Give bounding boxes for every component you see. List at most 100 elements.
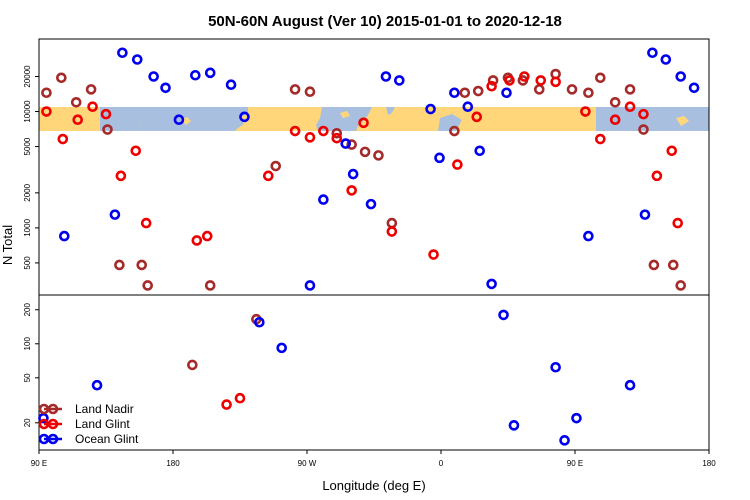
point-land-nadir-1 xyxy=(56,72,67,84)
point-land-glint-17 xyxy=(386,226,398,237)
map-ocean-pacific xyxy=(135,107,248,131)
point-land-nadir-0 xyxy=(41,87,52,99)
upper-y-tick-label-10000: 10000 xyxy=(23,100,32,123)
map-ocean-baltic xyxy=(386,107,395,115)
point-land-nadir-4 xyxy=(102,124,113,135)
legend-label: Ocean Glint xyxy=(75,432,139,446)
lower-y-tick-label-20: 20 xyxy=(23,418,32,427)
point-ocean-glint-32 xyxy=(91,379,103,391)
point-land-glint-0 xyxy=(41,106,52,117)
legend-item-land-nadir: Land Nadir xyxy=(38,402,134,416)
point-ocean-glint-1 xyxy=(109,209,121,220)
point-land-nadir-7 xyxy=(142,280,153,291)
upper-y-tick-label-2000: 2000 xyxy=(23,183,32,201)
map-ocean-atlantic xyxy=(316,107,372,131)
point-ocean-glint-20 xyxy=(462,101,474,113)
point-ocean-glint-18 xyxy=(434,152,445,164)
point-land-glint-1 xyxy=(57,133,69,145)
point-land-nadir-18 xyxy=(459,87,471,99)
upper-y-tick-label-5000: 5000 xyxy=(23,137,32,155)
x-axis-title: Longitude (deg E) xyxy=(322,478,425,493)
point-land-nadir-15 xyxy=(373,150,384,161)
point-land-glint-22 xyxy=(504,75,515,86)
x-tick-label-5: 180 xyxy=(702,459,716,468)
legend-marker-right xyxy=(47,418,59,430)
lower-y-tick-label-100: 100 xyxy=(23,337,32,351)
point-land-glint-18 xyxy=(428,249,439,260)
point-ocean-glint-25 xyxy=(639,209,651,220)
point-land-nadir-2 xyxy=(70,97,82,108)
lower-y-axis: 20 50 100 200 xyxy=(23,303,39,427)
point-land-nadir-32 xyxy=(667,259,679,271)
point-ocean-glint-36 xyxy=(508,420,520,431)
point-ocean-glint-28 xyxy=(675,71,687,82)
legend-label: Land Glint xyxy=(75,417,130,431)
point-ocean-glint-27 xyxy=(660,54,672,65)
point-land-nadir-20 xyxy=(487,75,499,86)
lower-panel-frame xyxy=(38,294,710,451)
point-land-glint-15 xyxy=(346,185,357,196)
point-land-nadir-12 xyxy=(331,127,343,139)
x-tick-label-4: 90 E xyxy=(567,459,583,468)
point-land-nadir-11 xyxy=(304,86,316,98)
point-land-glint-13 xyxy=(318,125,329,137)
point-ocean-glint-21 xyxy=(474,145,486,157)
point-land-glint-8 xyxy=(191,235,203,246)
point-land-nadir-8 xyxy=(204,280,216,291)
map-island-b xyxy=(676,116,689,126)
legend-marker-right xyxy=(47,433,59,445)
point-ocean-glint-3 xyxy=(131,54,143,65)
series-land-glint xyxy=(41,71,684,410)
point-ocean-glint-2 xyxy=(117,47,128,59)
upper-y-axis: 500 1000 2000 5000 10000 20000 xyxy=(23,65,39,270)
point-land-nadir-14 xyxy=(359,146,371,158)
point-land-glint-28 xyxy=(609,114,621,126)
point-ocean-glint-30 xyxy=(173,114,185,126)
point-land-nadir-33 xyxy=(675,280,687,291)
point-land-glint-9 xyxy=(201,230,213,242)
point-land-glint-33 xyxy=(672,217,684,229)
point-land-glint-12 xyxy=(304,132,316,143)
point-land-nadir-26 xyxy=(583,87,594,99)
point-land-glint-34 xyxy=(221,399,232,410)
point-land-glint-20 xyxy=(471,111,483,123)
point-land-nadir-23 xyxy=(533,84,545,95)
point-land-glint-26 xyxy=(580,106,591,117)
point-land-nadir-30 xyxy=(638,124,649,135)
point-ocean-glint-6 xyxy=(190,69,201,81)
point-ocean-glint-37 xyxy=(550,361,561,373)
point-ocean-glint-17 xyxy=(425,103,436,115)
lower-y-tick-label-50: 50 xyxy=(23,373,32,382)
point-ocean-glint-16 xyxy=(394,75,405,86)
point-ocean-glint-9 xyxy=(239,111,250,123)
world-map-band xyxy=(39,107,709,131)
point-land-glint-21 xyxy=(486,80,497,92)
point-land-glint-14 xyxy=(331,132,343,144)
point-land-glint-11 xyxy=(289,125,301,137)
point-land-nadir-6 xyxy=(136,259,148,271)
point-land-glint-2 xyxy=(72,114,84,126)
legend-marker-right xyxy=(47,403,59,415)
point-land-nadir-25 xyxy=(566,84,578,95)
data-points xyxy=(38,47,700,446)
point-ocean-glint-11 xyxy=(318,194,329,205)
point-land-nadir-31 xyxy=(648,259,660,271)
legend-item-ocean-glint: Ocean Glint xyxy=(38,432,139,446)
point-land-glint-30 xyxy=(638,108,649,120)
point-ocean-glint-39 xyxy=(571,412,582,424)
point-land-glint-35 xyxy=(234,392,246,404)
point-ocean-glint-38 xyxy=(559,435,570,446)
map-ocean-pacific-far xyxy=(644,107,709,131)
point-land-nadir-3 xyxy=(85,84,97,95)
chart-title: 50N-60N August (Ver 10) 2015-01-01 to 20… xyxy=(208,13,562,30)
x-tick-label-2: 90 W xyxy=(298,459,317,468)
point-land-glint-27 xyxy=(595,133,606,145)
point-land-glint-29 xyxy=(624,101,636,113)
upper-panel-frame xyxy=(38,38,710,296)
point-land-glint-25 xyxy=(550,76,561,88)
x-axis: 90 E 180 90 W 0 90 E 180 xyxy=(31,450,716,468)
point-land-nadir-28 xyxy=(609,97,621,108)
point-land-glint-24 xyxy=(535,75,547,86)
